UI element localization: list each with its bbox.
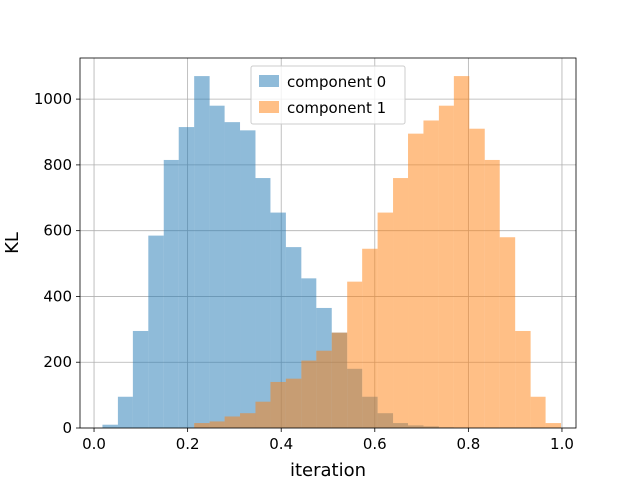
plot-frame: [79, 57, 577, 429]
histogram-bar-series-1: [301, 360, 317, 428]
histogram-bar-series-1: [240, 413, 256, 428]
histogram-bar-series-1: [530, 396, 546, 428]
y-tick-label: 600: [43, 222, 72, 240]
y-axis-label: KL: [2, 232, 23, 254]
histogram-bar-series-1: [347, 281, 363, 428]
histogram-bar-series-0: [117, 396, 133, 428]
x-tick-label: 1.0: [550, 435, 574, 453]
histogram-bar-series-1: [194, 423, 210, 428]
histogram-bar-series-1: [408, 133, 424, 428]
y-tick-label: 0: [62, 419, 72, 437]
histogram-bar-series-0: [102, 424, 118, 428]
histogram-bar-series-1: [423, 120, 439, 428]
histogram-bar-series-1: [545, 423, 562, 428]
histogram-bar-series-0: [148, 235, 164, 428]
y-tick-label: 200: [43, 353, 72, 371]
histogram-bar-series-1: [377, 212, 394, 428]
y-tick-label: 1000: [34, 90, 72, 108]
histogram-bar-series-0: [178, 127, 195, 429]
legend-label-component-1: component 1: [287, 99, 386, 117]
bars: [102, 76, 562, 429]
histogram-bar-series-1: [270, 381, 286, 428]
x-tick-label: 0.2: [176, 435, 200, 453]
histogram-bar-series-1: [285, 378, 302, 428]
histogram-bar-series-0: [255, 178, 271, 428]
legend-swatch-component-0: [259, 75, 279, 87]
x-axis-label: iteration: [290, 460, 366, 480]
x-tick-label: 0.8: [456, 435, 480, 453]
histogram-bar-series-1: [438, 105, 454, 428]
histogram-bar-series-1: [515, 330, 531, 428]
histogram-bar-series-1: [224, 416, 241, 428]
histogram-bar-series-0: [270, 212, 286, 428]
x-tick-label: 0.0: [82, 435, 106, 453]
x-tick-label: 0.6: [363, 435, 387, 453]
y-tick-label: 400: [43, 287, 72, 305]
histogram-bar-series-1: [499, 237, 516, 428]
histogram-bar-series-1: [393, 178, 409, 428]
histogram-bar-series-1: [316, 350, 332, 428]
legend-label-component-0: component 0: [287, 73, 386, 91]
histogram-bar-series-0: [132, 330, 149, 428]
x-tick-label: 0.4: [269, 435, 293, 453]
histogram-bar-series-0: [209, 105, 225, 428]
histogram-bar-series-0: [224, 122, 241, 428]
histogram-bar-series-1: [484, 159, 500, 428]
histogram-bar-series-1: [331, 332, 348, 428]
histogram-bar-series-1: [453, 76, 470, 428]
axis-ticks: 0.0 0.2 0.4 0.6 0.8 1.0 0 200 400 600 800 1000: [34, 90, 574, 453]
histogram-bar-series-0: [194, 76, 210, 428]
histogram-bar-series-0: [240, 130, 256, 428]
y-tick-label: 800: [43, 156, 72, 174]
legend-swatch-component-1: [259, 101, 279, 113]
legend: component 0 component 1: [250, 65, 406, 125]
histogram-bar-series-1: [255, 401, 271, 428]
histogram-bar-series-0: [163, 159, 179, 428]
legend-box: [250, 65, 406, 125]
histogram-bar-series-1: [469, 128, 485, 428]
histogram-bar-series-1: [362, 248, 378, 428]
histogram-bar-series-1: [209, 421, 225, 428]
